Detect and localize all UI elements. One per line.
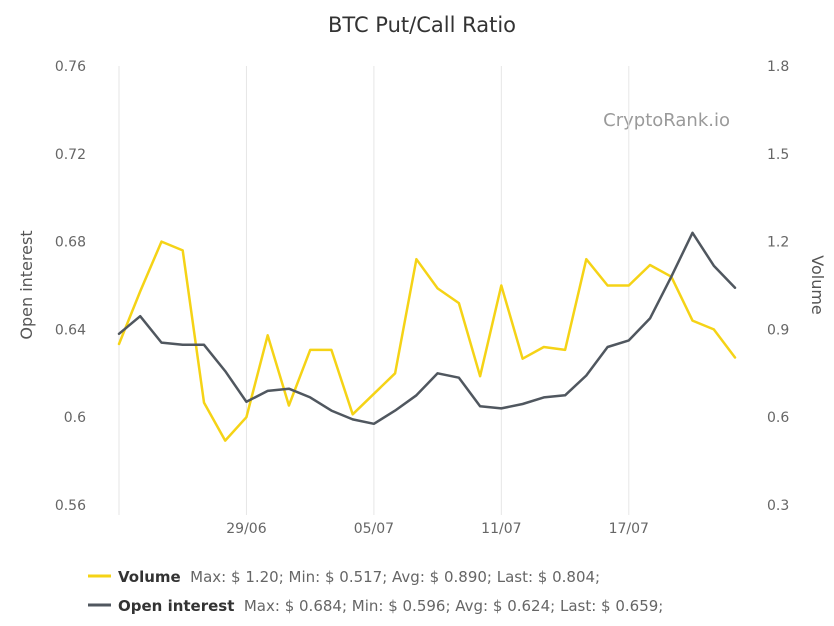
legend-name-volume: Volume [118,568,181,586]
right-tick-label: 1.8 [767,59,789,75]
left-tick-label: 0.68 [55,235,86,251]
svg-text:Volume Max: $ 1.20; Mi: Volume Max: $ 1.20; Min: $ 0.517; Avg: $… [118,568,600,586]
svg-text:Open interest Max: $ 0: Open interest Max: $ 0.684; Min: $ 0.596… [118,597,663,615]
right-tick-label: 1.5 [767,147,789,163]
right-tick-label: 0.3 [767,498,789,514]
left-axis-ticks: 0.76 0.72 0.68 0.64 0.6 0.56 [55,59,86,514]
legend-item-open-interest[interactable]: Open interest Max: $ 0.684; Min: $ 0.596… [88,597,663,615]
left-tick-label: 0.64 [55,322,86,338]
legend-stats-open-interest: Max: $ 0.684; Min: $ 0.596; Avg: $ 0.624… [244,597,663,615]
left-axis-title: Open interest [17,230,36,339]
series-line-volume[interactable] [117,240,737,442]
left-tick-label: 0.72 [55,147,86,163]
right-tick-label: 0.9 [767,322,789,338]
series-layer [117,231,737,442]
left-tick-label: 0.6 [64,410,86,426]
right-axis-title: Volume [808,255,827,315]
x-tick-label: 17/07 [609,521,649,537]
chart-title: BTC Put/Call Ratio [328,13,516,37]
grid-layer [118,66,630,515]
legend: Volume Max: $ 1.20; Min: $ 0.517; Avg: $… [88,568,663,615]
legend-stats-volume: Max: $ 1.20; Min: $ 0.517; Avg: $ 0.890;… [190,568,600,586]
x-tick-label: 05/07 [354,521,394,537]
legend-item-volume[interactable]: Volume Max: $ 1.20; Min: $ 0.517; Avg: $… [88,568,600,586]
x-axis-ticks: 29/06 05/07 11/07 17/07 [226,521,649,537]
left-tick-label: 0.76 [55,59,86,75]
legend-name-open-interest: Open interest [118,597,234,615]
left-tick-label: 0.56 [55,498,86,514]
x-tick-label: 29/06 [226,521,266,537]
x-tick-label: 11/07 [481,521,521,537]
series-line-open-interest[interactable] [117,231,737,426]
right-tick-label: 1.2 [767,235,789,251]
watermark-text: CryptoRank.io [603,110,730,131]
right-tick-label: 0.6 [767,410,789,426]
right-axis-ticks: 1.8 1.5 1.2 0.9 0.6 0.3 [767,59,789,514]
